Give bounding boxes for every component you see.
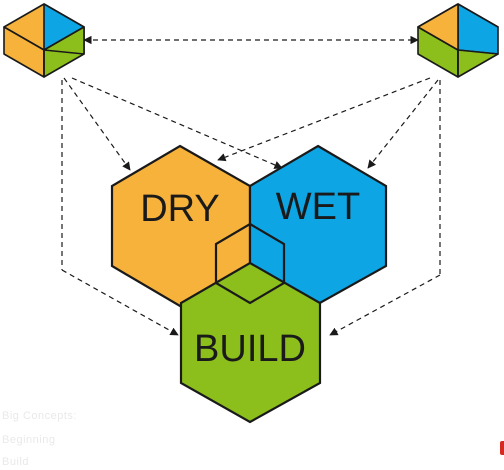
hexagon-build: BUILD — [179, 261, 322, 424]
arrow-left-cube-to-build-b — [61, 269, 179, 336]
arrow-right-cube-to-dry — [217, 77, 431, 162]
faded-note-2: Beginning — [2, 434, 56, 446]
faded-note-3: Build — [2, 456, 29, 468]
cube-icon — [417, 3, 499, 78]
arrow-right-cube-to-wet — [367, 79, 439, 169]
connector-arrows — [61, 35, 441, 336]
arrow-left-cube-to-dry — [63, 77, 131, 171]
red-edge-mark — [500, 441, 504, 455]
hexagon-wet-label: WET — [276, 186, 360, 228]
arrow-right-cube-to-build-b — [329, 274, 441, 336]
faded-note-1: Big Concepts: — [2, 410, 77, 422]
arrow-left-cube-to-wet — [71, 77, 283, 169]
hexagon-build-label: BUILD — [194, 328, 306, 370]
hexagon-dry-label: DRY — [140, 188, 220, 230]
overlap-hexagon — [214, 222, 286, 305]
cube-icon — [3, 3, 85, 78]
